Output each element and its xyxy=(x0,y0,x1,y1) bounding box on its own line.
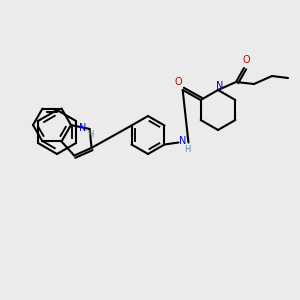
Text: H: H xyxy=(184,145,190,154)
Text: N: N xyxy=(79,123,87,133)
Text: N: N xyxy=(216,81,224,91)
Text: H: H xyxy=(87,130,94,140)
Text: O: O xyxy=(175,77,182,87)
Text: O: O xyxy=(242,55,250,65)
Text: N: N xyxy=(179,136,186,146)
